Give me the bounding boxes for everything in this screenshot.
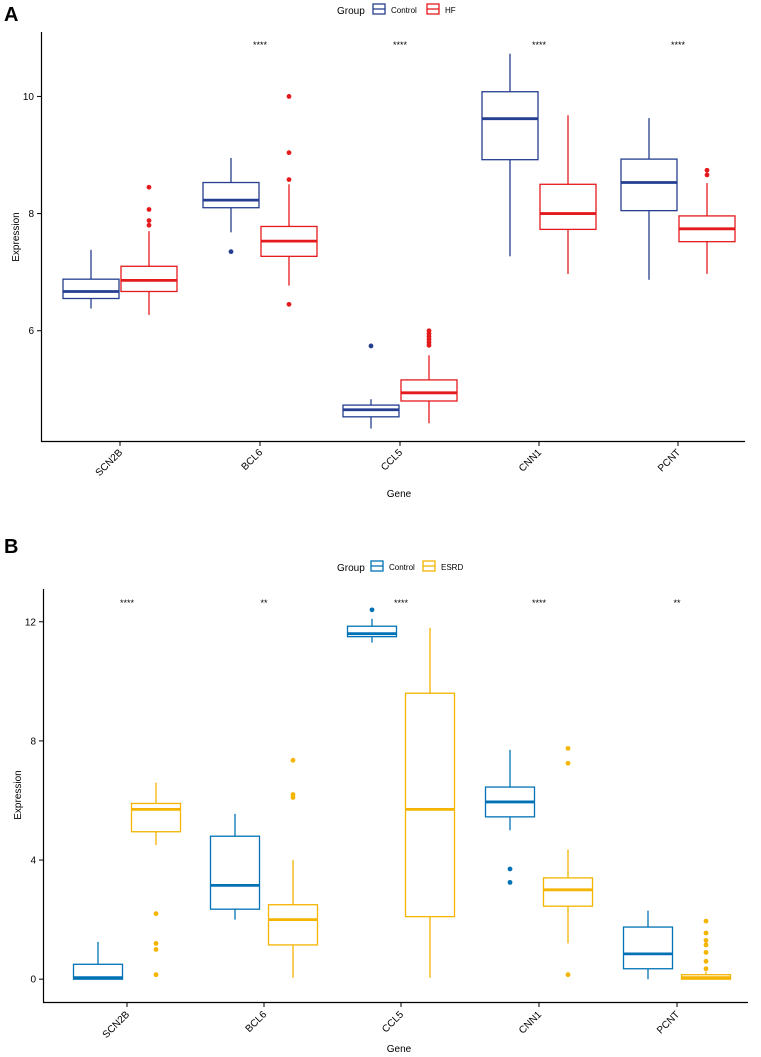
box-b-cnn1-esrd [542,877,594,907]
x-tick-label-a-cnn1: CNN1 [517,447,544,474]
significance-label-b-cnn1: **** [532,598,547,608]
outlier-point-b-bcl6-esrd-1 [290,792,296,797]
outlier-point-a-bcl6-hf-2 [286,150,292,156]
significance-label-a-pcnt: **** [671,40,686,50]
box-a-cnn1-control [481,91,539,161]
legend-entry-hf-a: HF [445,6,456,15]
outlier-point-a-pcnt-hf-0 [704,172,710,178]
box-b-scn2b-esrd [130,802,182,833]
y-tick-label-b-4: 4 [30,856,36,867]
outlier-point-a-bcl6-hf-1 [286,177,292,183]
panel-a: A Group Control HF 6 8 10 Expression Gen… [4,3,745,500]
panel-label-a: A [4,4,18,26]
x-tick-label-b-scn2b: SCN2B [101,1009,133,1041]
outlier-point-a-scn2b-hf-0 [146,222,152,228]
outlier-point-b-ccl5-control-0 [369,607,375,613]
box-a-ccl5-hf [400,379,458,402]
outlier-point-a-bcl6-hf-0 [286,301,292,307]
box-a-cnn1-hf [539,183,597,231]
legend-b: Group Control ESRD [337,560,463,574]
x-tick-label-a-ccl5: CCL5 [379,447,405,473]
x-tick-label-b-ccl5: CCL5 [380,1009,406,1035]
box-a-pcnt-control [620,158,678,212]
x-tick-label-b-bcl6: BCL6 [244,1009,270,1035]
legend-key-hf-a [426,3,440,15]
outlier-point-a-ccl5-hf-5 [426,328,432,334]
x-tick-label-a-pcnt: PCNT [656,447,683,474]
outlier-point-a-bcl6-hf-3 [286,94,292,99]
box-b-ccl5-esrd [404,692,456,918]
outlier-point-b-bcl6-esrd-2 [290,757,296,763]
legend-key-esrd-b [422,560,436,572]
box-b-bcl6-control [209,835,261,910]
x-tick-label-b-pcnt: PCNT [655,1009,682,1036]
box-b-bcl6-esrd [267,904,319,946]
plot-area-a: SCN2B BCL6 **** CCL5 **** CNN1 **** PCNT **** [37,40,736,479]
x-tick-label-a-bcl6: BCL6 [240,447,266,473]
outlier-point-b-pcnt-esrd-0 [703,966,709,972]
x-tick-label-b-cnn1: CNN1 [517,1009,544,1036]
significance-label-b-scn2b: **** [120,598,135,608]
box-a-scn2b-hf [120,265,178,293]
outlier-point-b-pcnt-esrd-5 [703,930,709,936]
panel-b: B Group Control ESRD 0 4 8 12 Expression… [4,536,748,1055]
outlier-point-b-scn2b-esrd-0 [153,972,159,978]
box-b-pcnt-control [622,926,674,970]
outlier-point-a-ccl5-control-0 [368,343,374,349]
y-axis-title-a: Expression [11,212,22,261]
panel-label-b: B [4,536,18,558]
significance-label-a-bcl6: **** [253,40,268,50]
legend-key-control-b [370,560,384,572]
outlier-point-b-cnn1-esrd-1 [565,760,571,766]
outlier-point-a-scn2b-hf-3 [146,184,152,190]
y-tick-label-a-8: 8 [28,209,34,220]
legend-entry-control-a: Control [391,6,417,15]
x-axis-title-a: Gene [387,489,412,500]
outlier-point-a-scn2b-hf-2 [146,207,152,212]
box-a-scn2b-control [62,278,120,300]
outlier-point-a-bcl6-control-0 [228,249,234,255]
outlier-point-b-cnn1-control-0 [507,879,513,885]
y-ticks-a: 6 8 10 [23,92,35,337]
legend-key-control-a [372,3,386,15]
outlier-point-b-scn2b-esrd-3 [153,911,159,917]
y-tick-label-a-10: 10 [23,92,35,103]
outlier-point-b-scn2b-esrd-1 [153,946,159,952]
y-axis-title-b: Expression [13,770,24,819]
significance-label-b-ccl5: **** [394,598,409,608]
significance-label-a-ccl5: **** [393,40,408,50]
box-b-scn2b-control [72,963,124,980]
legend-a: Group Control HF [337,3,456,17]
outlier-point-a-scn2b-hf-1 [146,218,152,224]
y-tick-label-b-12: 12 [25,617,37,628]
outlier-point-b-cnn1-esrd-0 [565,972,571,978]
box-b-ccl5-control [346,625,398,638]
box-a-bcl6-control [202,181,260,209]
significance-label-a-cnn1: **** [532,40,547,50]
outlier-point-b-pcnt-esrd-4 [703,938,709,943]
outlier-point-b-scn2b-esrd-2 [153,941,159,946]
outlier-point-b-pcnt-esrd-6 [703,918,709,924]
significance-label-b-pcnt: ** [673,598,681,608]
x-tick-label-a-scn2b: SCN2B [94,447,126,479]
outlier-point-b-cnn1-control-1 [507,866,513,872]
legend-title-b: Group [337,563,365,574]
y-ticks-b: 0 4 8 12 [25,617,37,985]
legend-entry-esrd-b: ESRD [441,563,463,572]
x-axis-title-b: Gene [387,1044,412,1055]
outlier-point-b-pcnt-esrd-2 [703,949,709,955]
outlier-point-b-pcnt-esrd-1 [703,958,709,964]
outlier-point-a-pcnt-hf-1 [704,167,710,173]
y-tick-label-b-8: 8 [30,736,36,747]
plot-area-b: SCN2B **** BCL6 ** CCL5 **** CNN1 **** PCNT ** [39,598,732,1041]
significance-label-b-bcl6: ** [260,598,268,608]
y-tick-label-a-6: 6 [28,326,34,337]
outlier-point-b-cnn1-esrd-2 [565,745,571,751]
y-tick-label-b-0: 0 [30,975,36,986]
legend-entry-control-b: Control [389,563,415,572]
outlier-point-b-pcnt-esrd-3 [703,942,709,948]
legend-title-a: Group [337,6,365,17]
